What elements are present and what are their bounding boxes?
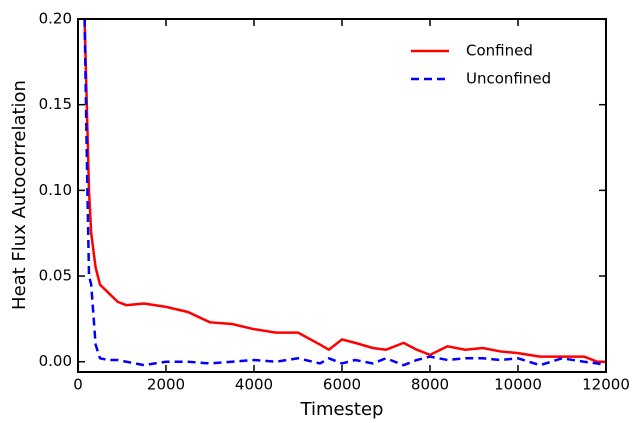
x-tick-label: 0 xyxy=(73,376,83,394)
x-tick-label: 2000 xyxy=(147,376,185,394)
y-axis-title: Heat Flux Autocorrelation xyxy=(9,80,30,310)
plot-frame xyxy=(77,18,607,373)
y-tick-label: 0.00 xyxy=(39,352,72,370)
x-tick-label: 8000 xyxy=(411,376,449,394)
x-tick-label: 10000 xyxy=(494,376,542,394)
x-tick-label: 6000 xyxy=(323,376,361,394)
x-tick-label: 4000 xyxy=(235,376,273,394)
y-tick-label: 0.20 xyxy=(39,10,72,28)
x-axis-title: Timestep xyxy=(300,399,384,420)
plot-area xyxy=(83,19,606,367)
y-tick-label: 0.05 xyxy=(39,267,72,285)
legend-label: Unconfined xyxy=(466,70,551,88)
line-series xyxy=(83,19,606,363)
legend-label: Confined xyxy=(466,42,533,60)
y-tick-label: 0.10 xyxy=(39,181,72,199)
y-tick-label: 0.15 xyxy=(39,95,72,113)
x-tick-label: 12000 xyxy=(582,376,630,394)
